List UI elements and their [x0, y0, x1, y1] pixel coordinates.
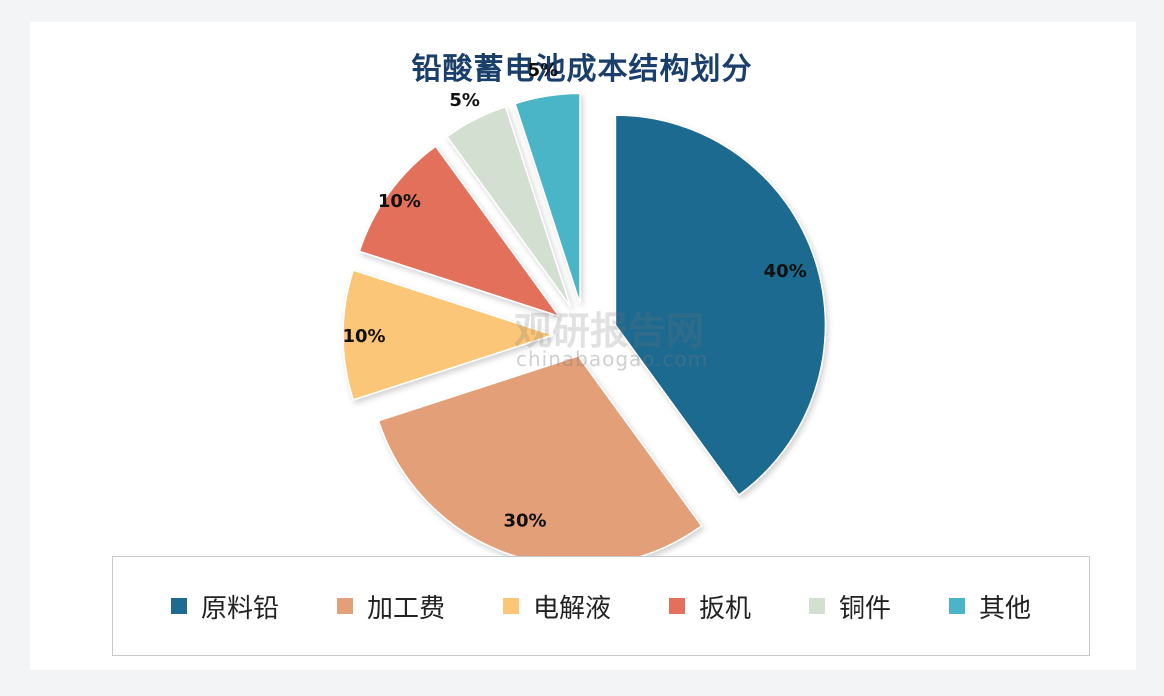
legend-swatch-3: [669, 598, 685, 614]
watermark-url: chinabaogao.com: [516, 347, 709, 371]
pie-slice-3: [358, 145, 562, 318]
legend-label-2: 电解液: [532, 593, 611, 624]
legend-label-3: 扳机: [699, 593, 752, 624]
data-label-1: 30%: [503, 511, 546, 532]
pie-slice-2: [342, 269, 556, 401]
data-label-5: 5%: [528, 60, 559, 81]
legend-item-5: 其他: [949, 588, 1031, 625]
legend-item-3: 扳机: [669, 588, 751, 625]
pie-slice-0: [614, 114, 827, 497]
legend-item-1: 加工费: [336, 588, 445, 625]
legend-label-4: 铜件: [839, 593, 892, 624]
watermark-logo-text: 观研报告网: [514, 309, 705, 353]
pie-slice-5: [514, 92, 581, 304]
chart-title: 铅酸蓄电池成本结构划分: [411, 52, 753, 87]
legend-item-0: 原料铅: [170, 588, 279, 625]
legend-swatch-5: [949, 598, 966, 614]
legend-swatch-2: [502, 598, 519, 614]
legend-item-4: 铜件: [809, 588, 891, 625]
legend-label-0: 原料铅: [200, 593, 279, 624]
pie-slice-4: [445, 105, 572, 307]
chart-legend: 原料铅 加工费 电解液 扳机 铜件 其他: [112, 556, 1090, 656]
data-label-0: 40%: [764, 261, 807, 282]
legend-label-5: 其他: [979, 593, 1032, 624]
data-label-2: 10%: [342, 326, 385, 347]
data-label-4: 5%: [449, 90, 480, 111]
legend-swatch-4: [809, 598, 826, 614]
legend-swatch-0: [170, 598, 187, 614]
data-label-3: 10%: [378, 191, 421, 212]
pie-slice-1: [377, 355, 703, 567]
legend-swatch-1: [336, 598, 353, 614]
legend-label-1: 加工费: [366, 593, 445, 624]
legend-item-2: 电解液: [502, 588, 611, 625]
